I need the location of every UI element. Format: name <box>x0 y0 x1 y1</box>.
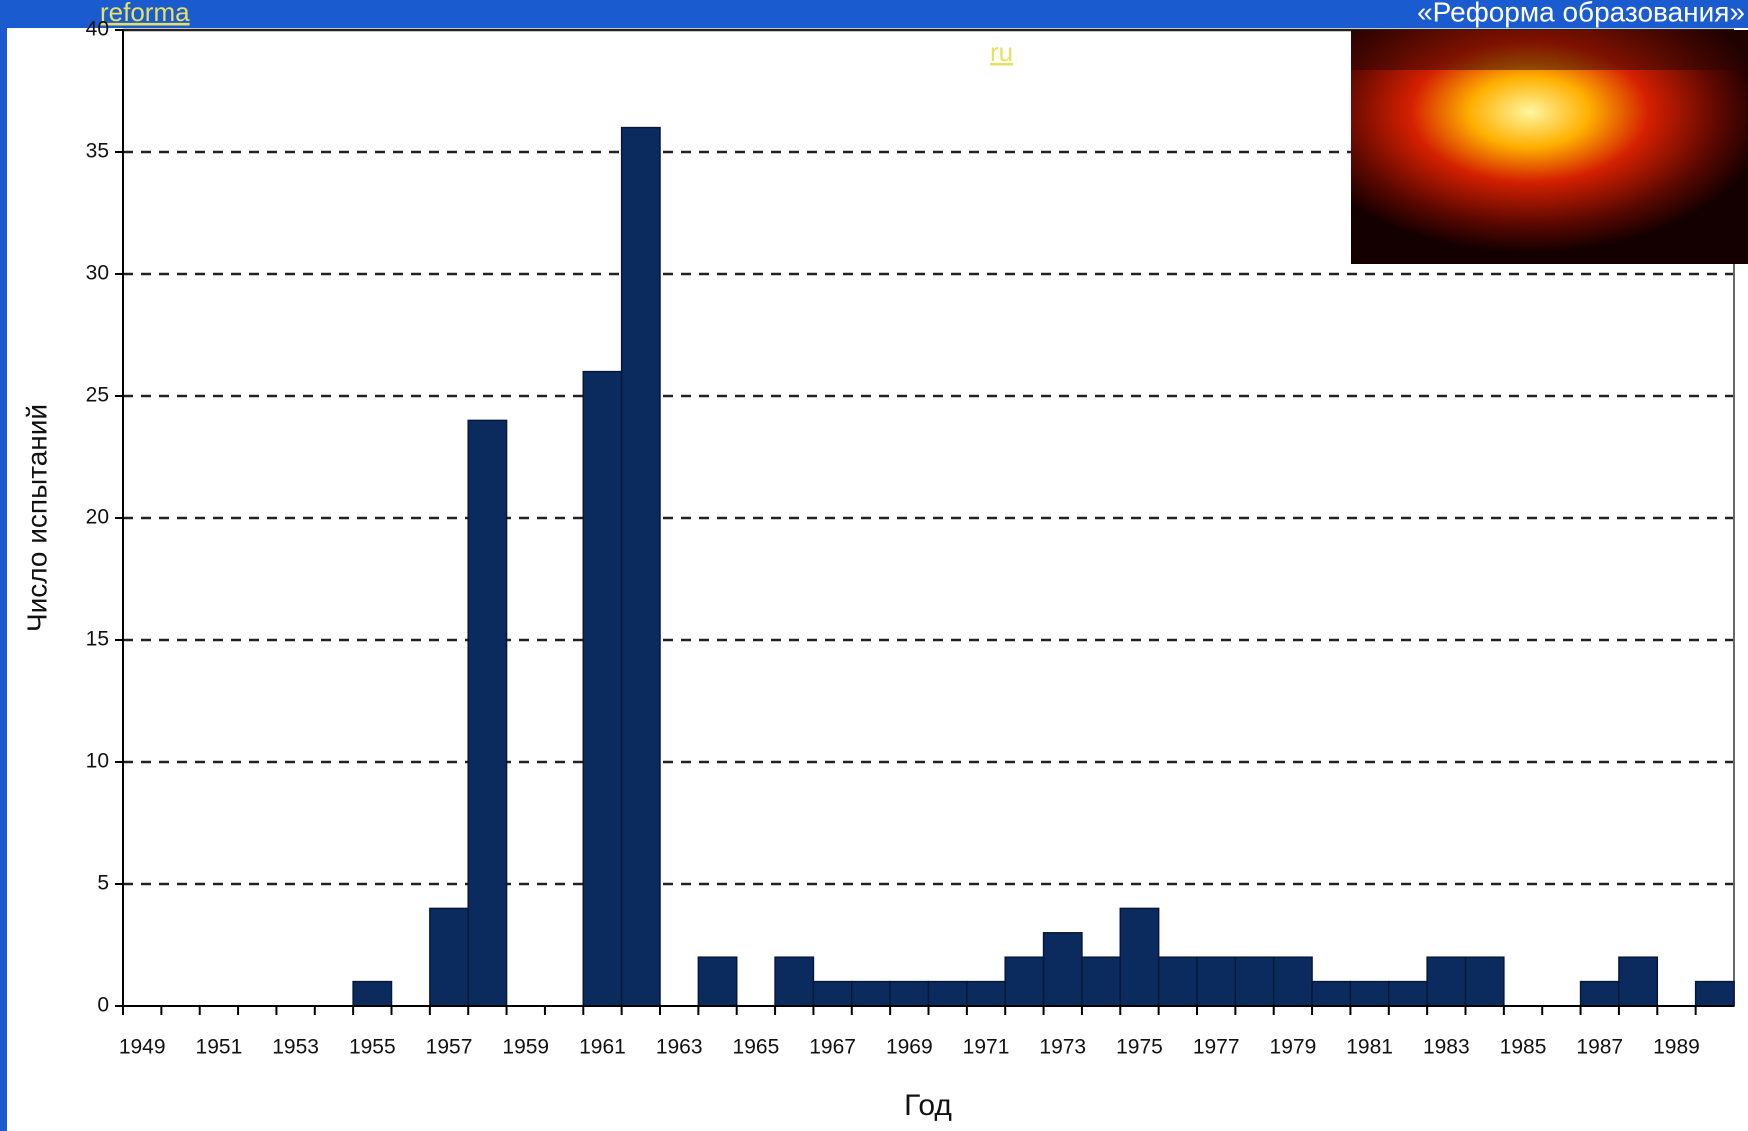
bar <box>1618 956 1659 1007</box>
bar <box>1349 980 1390 1007</box>
y-tick-label: 30 <box>86 262 109 285</box>
bar <box>1272 956 1313 1007</box>
y-tick-label: 40 <box>86 18 109 41</box>
bar <box>1119 907 1160 1007</box>
bar <box>966 980 1006 1007</box>
y-tick-label: 10 <box>86 750 109 773</box>
bar <box>889 980 930 1007</box>
x-tick-label: 1975 <box>1116 1036 1163 1059</box>
bar <box>812 980 853 1007</box>
bar <box>1464 956 1505 1007</box>
link[interactable]: reforma <box>100 0 190 27</box>
x-tick-label: 1987 <box>1576 1036 1623 1059</box>
y-tick-label: 25 <box>86 384 109 407</box>
bar <box>1004 956 1045 1007</box>
y-tick-label: 35 <box>86 140 109 163</box>
x-axis-label: Год <box>904 1089 952 1122</box>
bar <box>1196 956 1237 1007</box>
x-tick-label: 1977 <box>1193 1036 1240 1059</box>
bar <box>429 907 469 1007</box>
x-tick-label: 1951 <box>196 1036 243 1059</box>
plot: 0 5 10 15 20 25 30 35 40 1949 1951 1953 1955 1957 1959… <box>86 18 1735 1059</box>
bar <box>1157 956 1198 1007</box>
bar <box>1426 956 1467 1007</box>
bar <box>1388 980 1428 1007</box>
x-tick-label: 1957 <box>426 1036 473 1059</box>
bar <box>467 419 508 1007</box>
x-tick-label: 1959 <box>502 1036 549 1059</box>
link[interactable]: ru <box>990 37 1013 67</box>
y-tick-label: 0 <box>97 994 109 1017</box>
x-tick-label: 1963 <box>656 1036 703 1059</box>
x-tick-label: 1973 <box>1039 1036 1086 1059</box>
x-tick-label: 1969 <box>886 1036 933 1059</box>
bar <box>352 980 393 1007</box>
y-tick-label: 15 <box>86 628 109 651</box>
bar <box>1579 980 1620 1007</box>
bar <box>851 980 891 1007</box>
x-tick-label: 1949 <box>119 1036 166 1059</box>
caption: «Реформа образования» <box>1417 0 1745 27</box>
x-tick-label: 1983 <box>1423 1036 1470 1059</box>
x-tick-label: 1981 <box>1346 1036 1393 1059</box>
x-tick-label: 1955 <box>349 1036 396 1059</box>
x-tick-label: 1979 <box>1270 1036 1317 1059</box>
photo-shade <box>1351 30 1748 70</box>
left-band <box>0 0 7 1131</box>
bar <box>1234 956 1275 1007</box>
x-tick-label: 1961 <box>579 1036 626 1059</box>
x-tick-label: 1953 <box>272 1036 319 1059</box>
bar <box>1042 932 1083 1007</box>
x-tick-label: 1965 <box>733 1036 780 1059</box>
y-axis-label: Число испытаний <box>21 404 52 632</box>
bar <box>927 980 968 1007</box>
bar <box>1081 956 1122 1007</box>
bar <box>582 370 623 1007</box>
y-tick-label: 5 <box>97 872 109 895</box>
x-tick-label: 1989 <box>1653 1036 1700 1059</box>
y-tick-label: 20 <box>86 506 109 529</box>
top-band <box>0 0 1748 28</box>
x-tick-label: 1971 <box>963 1036 1010 1059</box>
bar <box>620 126 661 1007</box>
bar <box>1694 980 1735 1007</box>
x-tick-label: 1967 <box>809 1036 856 1059</box>
x-tick-label: 1985 <box>1500 1036 1547 1059</box>
bar <box>774 956 815 1007</box>
bar <box>1311 980 1352 1007</box>
bar <box>697 956 738 1007</box>
